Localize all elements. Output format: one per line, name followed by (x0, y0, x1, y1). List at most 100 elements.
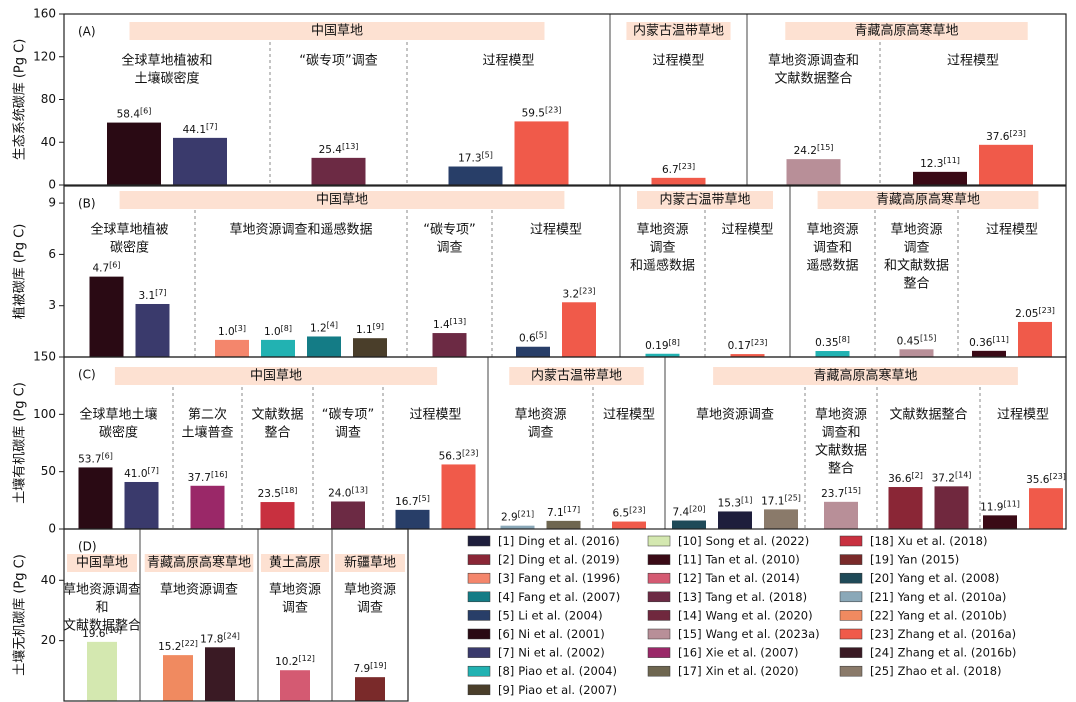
value-label: 25.4[13] (319, 141, 359, 156)
value-label: 19.6[10] (82, 625, 122, 640)
legend-ref: [1] (498, 534, 514, 548)
region-header: 青藏高原高寒草地 (813, 368, 917, 384)
legend-ref: [5] (498, 608, 514, 622)
method-label: 调查 (527, 426, 553, 441)
legend-ref: [13] (678, 589, 702, 603)
legend-ref: [19] (870, 552, 894, 566)
panel-letter: (D) (78, 540, 97, 554)
legend-ref: [7] (498, 645, 514, 659)
legend-name: Xie et al. (2007) (706, 645, 799, 659)
value-label: 23.5[18] (258, 486, 298, 501)
bar (78, 467, 113, 529)
method-label: 过程模型 (986, 223, 1038, 238)
method-label: “碳专项”调查 (299, 54, 377, 69)
legend-swatch (839, 591, 863, 603)
legend-ref: [8] (498, 664, 514, 678)
y-tick-label: 3 (48, 298, 56, 312)
legend-name: Song et al. (2022) (706, 534, 810, 548)
legend-swatch (467, 647, 491, 658)
ref-superscript: [7] (206, 121, 217, 130)
panel-frame (63, 528, 409, 702)
legend-entry: [7] Ni et al. (2002) (498, 645, 605, 659)
value-label: 41.0[7] (124, 465, 159, 480)
legend-swatch (839, 628, 863, 640)
y-axis-label: 土壤无机碳库 (Pg C) (12, 554, 28, 676)
value-label: 0.6[5] (519, 330, 547, 345)
method-label: 文献数据整合 (774, 72, 852, 87)
ref-superscript: [2] (912, 471, 923, 480)
panel-letter: (A) (78, 25, 96, 39)
region-header-box (509, 367, 644, 385)
method-label: 遥感数据 (806, 258, 858, 274)
legend-entry: [2] Ding et al. (2019) (498, 552, 620, 566)
legend-ref: [10] (678, 534, 702, 548)
method-label: 调查 (357, 601, 383, 616)
value-label: 0.45[15] (897, 333, 937, 348)
ref-superscript: [19] (370, 661, 386, 670)
value-label: 15.3[1] (718, 495, 753, 510)
legend-name: Fang et al. (2007) (518, 589, 620, 603)
legend-swatch (467, 665, 491, 677)
value-text: 17.1 (761, 495, 784, 507)
ref-superscript: [7] (148, 465, 159, 474)
value-label: 2.9[21] (501, 509, 534, 524)
ref-superscript: [23] (1038, 305, 1054, 314)
bar (612, 521, 646, 529)
value-text: 59.5 (522, 107, 545, 119)
value-label: 17.1[25] (761, 493, 801, 508)
method-label: 草地资源调查 (160, 583, 238, 598)
legend-swatch (467, 591, 491, 603)
legend-entry: [23] Zhang et al. (2016a) (870, 627, 1016, 641)
method-label: 草地资源调查和遥感数据 (229, 222, 372, 238)
ref-superscript: [14] (955, 470, 971, 479)
y-axis-label: 生态系统碳库 (Pg C) (12, 39, 28, 161)
bar (983, 515, 1017, 529)
ref-superscript: [23] (679, 161, 695, 170)
legend-name: Wang et al. (2020) (706, 608, 813, 622)
value-label: 7.1[17] (547, 504, 580, 519)
region-header-box (260, 554, 330, 572)
legend-swatch (839, 610, 863, 621)
value-label: 24.0[13] (328, 485, 368, 500)
legend-swatch (467, 684, 491, 696)
value-text: 0.17 (728, 340, 751, 352)
method-label: 全球草地植被和 (121, 53, 212, 69)
bar (718, 511, 752, 529)
value-text: 35.6 (1026, 474, 1050, 486)
value-label: 23.7[15] (821, 485, 861, 500)
legend-ref: [20] (870, 571, 894, 585)
method-label: 草地资源 (890, 223, 942, 238)
value-text: 11.9 (980, 501, 1003, 513)
legend-entry: [6] Ni et al. (2001) (498, 627, 605, 641)
method-label: 全球草地土壤 (79, 407, 157, 423)
bar (516, 346, 550, 357)
legend-name: Tang et al. (2018) (705, 589, 807, 603)
value-text: 1.1 (356, 324, 373, 336)
bar (205, 647, 235, 701)
legend-name: Piao et al. (2004) (518, 664, 617, 678)
region-header-box (144, 554, 254, 572)
ref-superscript: [8] (281, 323, 292, 332)
method-label: 草地资源调查 (63, 583, 141, 598)
method-label: 全球草地植被 (90, 222, 168, 238)
bar (395, 509, 430, 529)
ref-superscript: [8] (839, 335, 850, 344)
ref-superscript: [23] (462, 448, 478, 457)
value-label: 2.05[23] (1015, 305, 1055, 320)
method-label: 和遥感数据 (630, 258, 695, 274)
value-label: 56.3[23] (439, 448, 479, 463)
value-label: 37.6[23] (986, 128, 1026, 143)
method-label: 草地资源 (636, 223, 688, 238)
method-label: 调查和 (813, 241, 852, 256)
ref-superscript: [4] (327, 320, 338, 329)
method-label: 草地资源调查和 (768, 54, 859, 69)
value-label: 16.7[5] (395, 493, 430, 508)
value-label: 10.2[12] (275, 654, 315, 669)
legend-entry: [12] Tan et al. (2014) (678, 571, 800, 585)
y-tick-label: 100 (33, 407, 56, 421)
ref-superscript: [11] (1003, 499, 1019, 508)
region-header: 青藏高原高寒草地 (854, 23, 958, 39)
y-tick-label: 150 (33, 350, 56, 364)
ref-superscript: [23] (579, 286, 595, 295)
region-header-box (129, 22, 545, 40)
